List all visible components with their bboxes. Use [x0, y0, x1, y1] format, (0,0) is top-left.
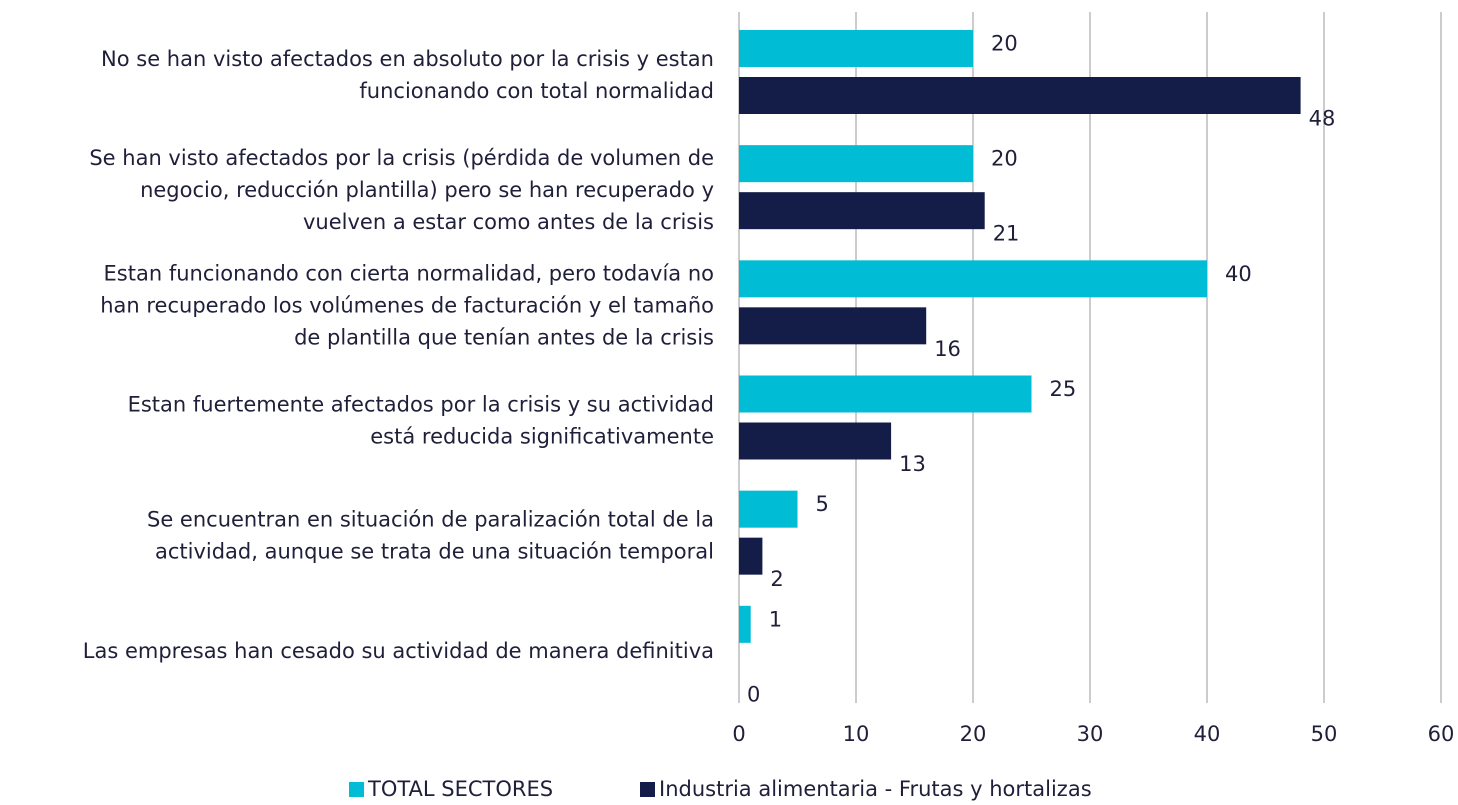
category-label: actividad, aunque se trata de una situac… [155, 540, 714, 564]
category-label: Estan funcionando con cierta normalidad,… [104, 261, 714, 285]
bar [739, 77, 1301, 114]
x-tick-label: 30 [1077, 722, 1104, 746]
category-label: funcionando con total normalidad [359, 79, 714, 103]
bar [739, 537, 763, 575]
x-tick-label: 50 [1311, 722, 1338, 746]
bar [739, 145, 973, 183]
category-label: Estan fuertemente afectados por la crisi… [128, 393, 714, 417]
bar [739, 490, 798, 528]
bar [739, 192, 985, 230]
data-label: 25 [1050, 377, 1077, 401]
legend-swatch [349, 782, 364, 797]
data-label: 0 [747, 682, 760, 706]
legend-swatch [640, 782, 655, 797]
category-label: vuelven a estar como antes de la crisis [303, 210, 714, 234]
x-tick-label: 20 [960, 722, 987, 746]
category-label: Se han visto afectados por la crisis (pé… [89, 146, 714, 170]
bar [739, 605, 751, 643]
category-label: de plantilla que tenían antes de la cris… [294, 325, 714, 349]
bar [739, 307, 927, 345]
data-label: 20 [991, 147, 1018, 171]
category-label: Se encuentran en situación de paralizaci… [147, 508, 714, 532]
data-label: 40 [1225, 262, 1252, 286]
data-label: 20 [991, 32, 1018, 56]
x-tick-label: 40 [1194, 722, 1221, 746]
category-label: No se han visto afectados en absoluto po… [101, 47, 714, 71]
bar [739, 30, 973, 67]
legend-label: TOTAL SECTORES [367, 777, 553, 801]
data-label: 16 [934, 337, 961, 361]
data-label: 13 [899, 452, 926, 476]
legend-label: Industria alimentaria - Frutas y hortali… [659, 777, 1092, 801]
category-label: Las empresas han cesado su actividad de … [83, 639, 714, 663]
category-label: está reducida significativamente [370, 425, 714, 449]
data-label: 5 [816, 492, 829, 516]
data-label: 48 [1309, 107, 1336, 131]
x-tick-label: 0 [732, 722, 745, 746]
bar [739, 260, 1207, 298]
data-label: 2 [770, 567, 783, 591]
x-tick-label: 10 [843, 722, 870, 746]
data-label: 21 [993, 222, 1020, 246]
data-label: 1 [769, 607, 782, 631]
category-label: negocio, reducción plantilla) pero se ha… [140, 178, 714, 202]
bar [739, 422, 892, 460]
category-label: han recuperado los volúmenes de facturac… [100, 293, 714, 317]
x-tick-label: 60 [1428, 722, 1455, 746]
bar [739, 375, 1032, 413]
